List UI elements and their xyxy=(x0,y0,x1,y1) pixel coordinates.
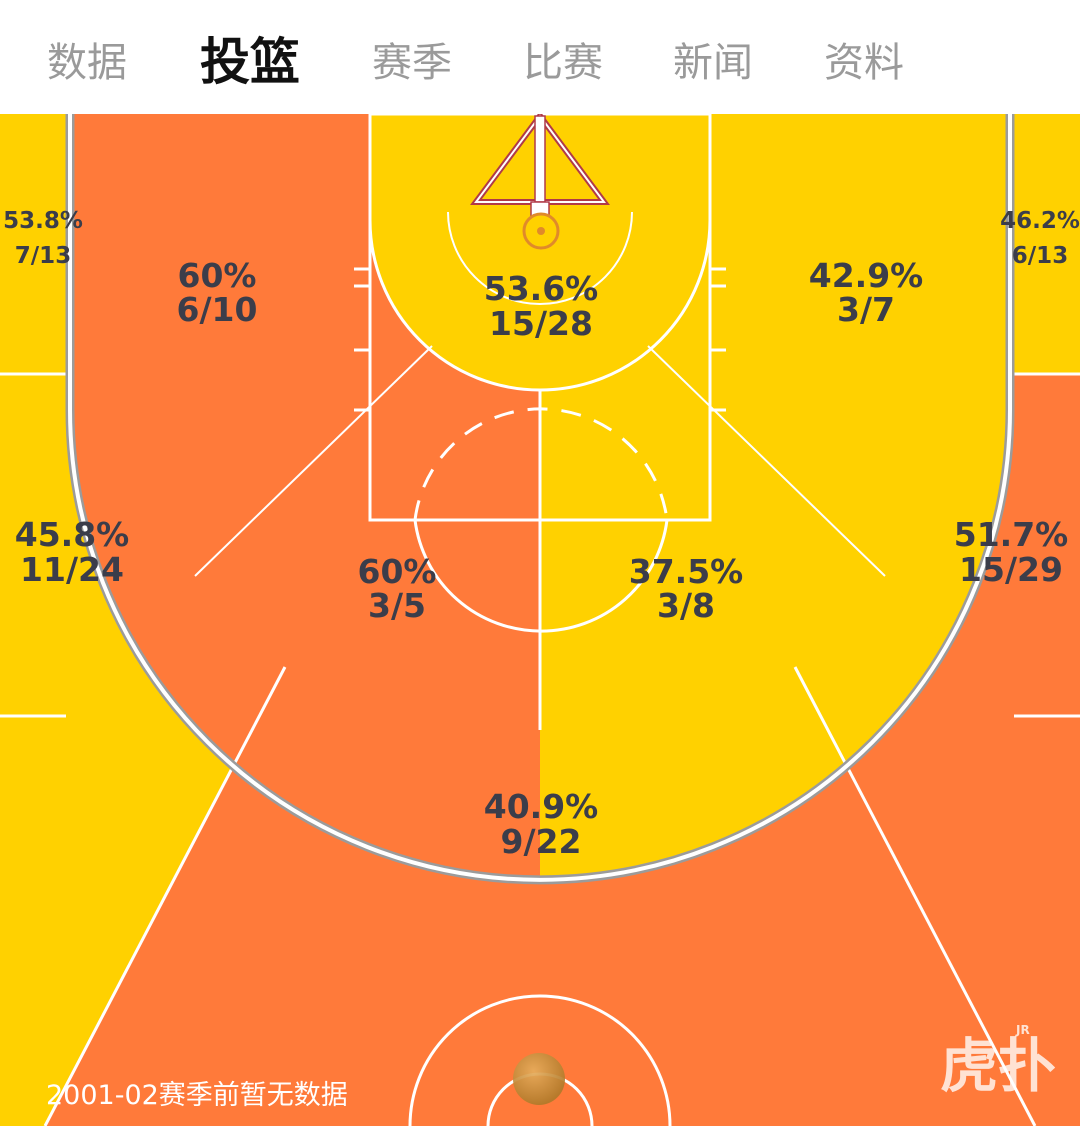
rim-icon xyxy=(522,212,560,250)
svg-text:51.7%: 51.7% xyxy=(954,515,1069,554)
basketball-icon xyxy=(513,1053,565,1105)
svg-text:60%: 60% xyxy=(358,552,437,591)
tab-season[interactable]: 赛季 xyxy=(372,40,452,86)
zone-label-restricted-area: 53.6% 15/28 xyxy=(484,269,599,343)
svg-text:53.8%: 53.8% xyxy=(3,208,83,234)
bottom-edge xyxy=(0,1126,1080,1136)
zone-restricted-area xyxy=(370,114,710,390)
svg-text:45.8%: 45.8% xyxy=(15,515,130,554)
hupu-logo-watermark: 虎扑 JR xyxy=(940,1023,1056,1100)
court-lines xyxy=(0,114,1080,1126)
svg-text:7/13: 7/13 xyxy=(15,243,71,269)
zone-label-right-wing-three: 51.7% 15/29 xyxy=(954,515,1069,589)
no-data-note: 2001-02赛季前暂无数据 xyxy=(46,1080,348,1111)
tab-news[interactable]: 新闻 xyxy=(673,40,753,86)
zone-left-corner-three xyxy=(0,114,70,374)
svg-text:JR: JR xyxy=(1015,1023,1030,1037)
svg-text:虎扑: 虎扑 xyxy=(940,1032,1056,1100)
zone-left-wing-three xyxy=(0,374,285,1126)
tab-shooting[interactable]: 投篮 xyxy=(200,33,300,91)
shot-chart-court: 53.8% 7/13 60% 6/10 53.6% 15/28 42.9% 3/… xyxy=(0,114,1080,1126)
zone-label-right-elbow-mid: 37.5% 3/8 xyxy=(629,552,744,625)
backboard-icon xyxy=(470,114,610,217)
zone-label-left-wing-three: 45.8% 11/24 xyxy=(15,515,130,589)
svg-text:15/29: 15/29 xyxy=(959,550,1063,589)
zone-label-left-elbow-mid: 60% 3/5 xyxy=(358,552,437,625)
tab-bar: 数据 投篮 赛季 比赛 新闻 资料 xyxy=(0,0,1080,115)
svg-text:3/5: 3/5 xyxy=(368,586,426,625)
svg-text:15/28: 15/28 xyxy=(489,304,593,343)
svg-text:3/8: 3/8 xyxy=(657,586,715,625)
zone-right-corner-three xyxy=(1010,114,1080,374)
svg-text:53.6%: 53.6% xyxy=(484,269,599,308)
svg-text:9/22: 9/22 xyxy=(501,822,582,861)
zone-right-wing-three xyxy=(795,374,1080,1126)
zone-label-left-baseline-mid: 60% 6/10 xyxy=(177,256,258,329)
svg-text:46.2%: 46.2% xyxy=(1000,208,1080,234)
zone-label-top-key-three: 40.9% 9/22 xyxy=(484,787,599,861)
svg-text:6/13: 6/13 xyxy=(1012,243,1068,269)
svg-text:3/7: 3/7 xyxy=(837,290,895,329)
svg-text:6/10: 6/10 xyxy=(177,290,258,329)
zone-label-right-baseline-mid: 42.9% 3/7 xyxy=(809,256,924,329)
svg-text:40.9%: 40.9% xyxy=(484,787,599,826)
zone-label-left-corner-three: 53.8% 7/13 xyxy=(3,208,83,269)
svg-text:37.5%: 37.5% xyxy=(629,552,744,591)
tab-profile[interactable]: 资料 xyxy=(824,40,904,86)
svg-text:42.9%: 42.9% xyxy=(809,256,924,295)
zone-label-right-corner-three: 46.2% 6/13 xyxy=(1000,208,1080,269)
svg-text:11/24: 11/24 xyxy=(20,550,124,589)
svg-text:60%: 60% xyxy=(178,256,257,295)
tab-games[interactable]: 比赛 xyxy=(523,40,603,86)
tab-data[interactable]: 数据 xyxy=(47,40,127,86)
